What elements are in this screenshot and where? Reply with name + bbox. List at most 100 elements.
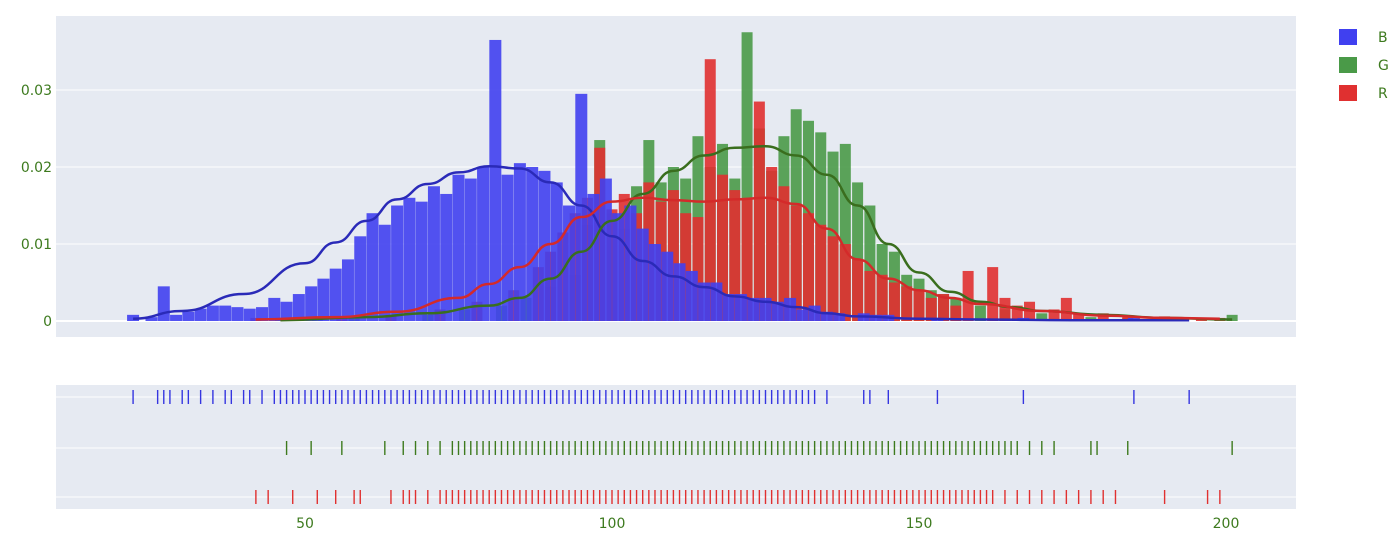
histogram-bar [852,259,864,321]
histogram-bar [1073,313,1085,321]
histogram-bar [1011,305,1023,321]
histogram-bar [157,286,170,321]
histogram-bar [391,205,404,321]
histogram-bar [667,190,679,321]
histogram-bar [1226,314,1238,321]
histogram-bar [268,297,281,321]
histogram-bar [464,178,477,321]
x-tick-label: 50 [296,516,314,532]
histogram-bar [329,268,342,321]
histogram-bar [766,167,778,321]
histogram-bar [698,282,711,321]
histogram-bar [495,305,507,321]
histogram-bar [741,197,753,321]
histogram-bar [747,297,760,321]
histogram-bar [974,305,986,321]
histogram-bar [962,270,974,321]
histogram-bar [864,205,876,321]
legend-item-R[interactable]: R [1339,85,1388,102]
histogram-bar [317,278,330,321]
histogram-bar [784,297,797,321]
histogram-bar [563,205,576,321]
histogram-bar [692,217,704,321]
legend-item-B[interactable]: B [1339,29,1388,46]
histogram-bar [624,205,637,321]
histogram-bar [888,282,900,321]
histogram-bar [1097,313,1109,321]
histogram-bar [925,297,937,321]
x-tick-label: 200 [1213,516,1240,532]
kde-curve-B [133,164,1190,322]
histogram-bar [729,190,741,321]
rug-plot-background [56,385,1296,509]
histogram-bar [471,301,483,321]
histogram-bar [587,193,600,321]
histogram-bar [513,163,526,321]
histogram-bar [489,39,502,321]
histogram-bar [820,311,833,321]
histogram-bar [734,294,747,321]
histogram-bar [354,236,367,321]
histogram-bar [612,213,625,321]
histogram-bar [722,294,735,321]
rug-R [255,490,1221,504]
histogram-bar [618,193,630,321]
histogram-bar [852,182,864,321]
histogram-bar [815,224,827,321]
legend-swatch [1339,85,1357,101]
histogram-bar [778,186,790,321]
histogram-bar [532,267,544,321]
legend-swatch [1339,57,1357,73]
legend-label: B [1378,30,1388,46]
histogram-bar [569,213,581,321]
histogram-bar [599,178,612,321]
histogram-bar [1060,297,1072,321]
histogram-bar [704,59,716,321]
histogram-bar [950,305,962,321]
y-tick-label: 0.01 [21,237,52,253]
histogram-bar [520,297,532,321]
histogram-bar [827,236,839,321]
histogram-bar [661,251,674,321]
histogram-bar [913,290,925,321]
histogram-bar [526,167,539,321]
legend-swatch [1339,29,1357,45]
histogram-bar [194,308,207,321]
histogram-bar [256,307,269,321]
histogram-bar [999,297,1011,321]
histogram-bar [575,93,588,321]
histogram-bar [655,201,667,321]
histogram-bar [1122,316,1134,321]
histogram-bar [636,228,649,321]
histogram-bar [771,301,784,321]
histogram-bar [508,290,520,321]
y-tick-labels: 0 0.01 0.02 0.03 [21,83,52,330]
histogram-bar [839,143,851,321]
histogram-bar [901,286,913,321]
histogram-bar [796,309,809,321]
histogram-bar [501,174,514,321]
histogram-bar [366,213,379,321]
histogram-bar [243,308,256,321]
histogram-bar [459,309,471,321]
legend[interactable]: BGR [1339,29,1389,102]
histogram-bar [145,317,158,321]
histogram-bar [581,197,593,321]
legend-label: G [1378,58,1389,74]
histogram-bar [680,213,692,321]
histogram-bar [802,213,814,321]
histogram-bar [292,294,305,321]
histogram-bar [452,174,465,321]
histogram-bar [753,101,765,321]
legend-item-G[interactable]: G [1339,57,1389,74]
histogram-bar [987,267,999,321]
histogram-bar [673,263,686,321]
histogram-bar [741,32,753,321]
x-tick-label: 150 [906,516,933,532]
histogram-bar [385,314,397,321]
histogram-bar [557,232,569,321]
histogram-bar [231,307,244,321]
histogram-bar [545,251,557,321]
legend-label: R [1378,86,1388,102]
